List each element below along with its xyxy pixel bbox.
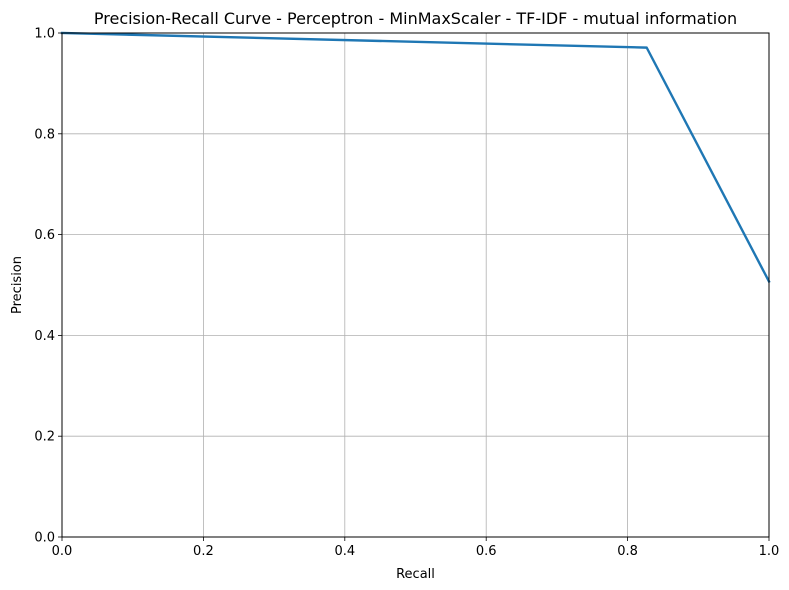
plot-frame (61, 32, 770, 538)
y-tick-label: 0.8 (34, 127, 55, 142)
y-tick-label: 1.0 (34, 27, 55, 42)
y-tick-label: 0.4 (34, 329, 55, 344)
x-tick-label: 0.0 (52, 544, 73, 559)
x-tick-label: 1.0 (759, 544, 780, 559)
y-axis-label: Precision (10, 256, 25, 314)
y-tick-label: 0.6 (34, 228, 55, 243)
x-tick-label: 0.4 (334, 544, 355, 559)
y-tick-label: 0.2 (34, 430, 55, 445)
x-tick-label: 0.8 (617, 544, 638, 559)
chart-title: Precision-Recall Curve - Perceptron - Mi… (94, 9, 737, 28)
series-layer (60, 31, 771, 284)
x-tick-label: 0.6 (476, 544, 497, 559)
ticks: 0.0 0.2 0.4 0.6 0.8 1.0 0.0 0.2 0.4 0.6 0.8 1.0 (34, 27, 779, 560)
pr-curve-line (60, 31, 771, 284)
x-axis-label: Recall (396, 567, 435, 582)
y-tick-label: 0.0 (34, 531, 55, 546)
x-tick-label: 0.2 (193, 544, 214, 559)
